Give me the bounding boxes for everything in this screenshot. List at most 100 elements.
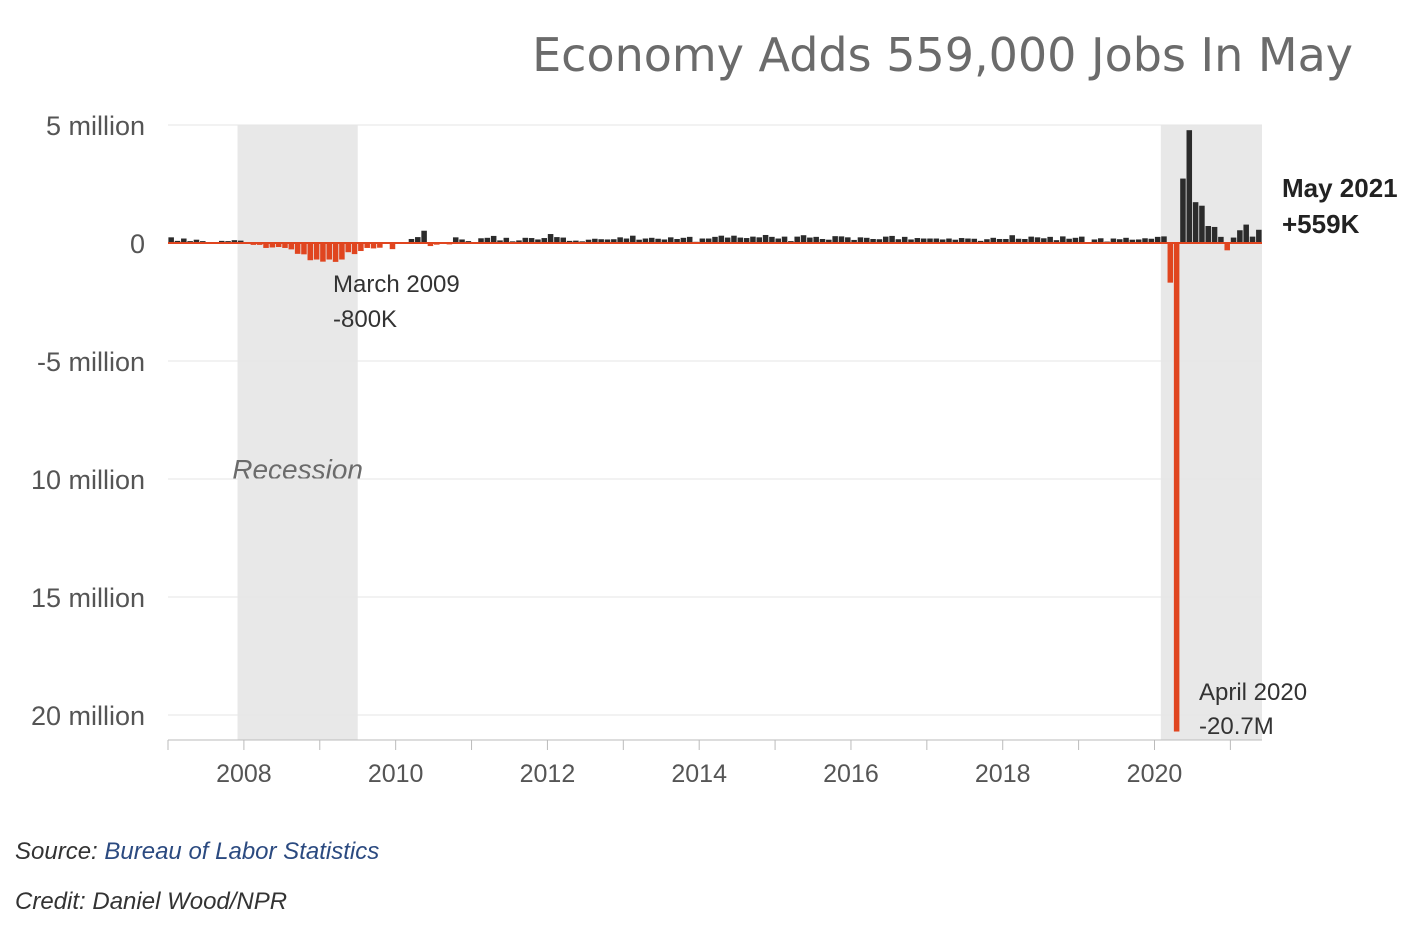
credit-line: Credit: Daniel Wood/NPR	[15, 888, 288, 915]
bar	[339, 243, 345, 260]
bar	[237, 240, 244, 243]
bar	[1224, 243, 1230, 251]
bar	[649, 237, 655, 243]
bar	[181, 238, 187, 243]
bar	[882, 236, 889, 243]
bar	[807, 237, 813, 243]
x-tick-label: 2020	[1127, 760, 1183, 788]
bar	[1161, 236, 1167, 243]
bar	[908, 239, 914, 243]
bar	[1110, 238, 1117, 243]
bar	[832, 236, 838, 243]
bar	[427, 243, 434, 247]
bar	[1230, 237, 1237, 243]
annotation-label: -800K	[333, 306, 397, 333]
bar	[535, 239, 541, 243]
bar	[743, 238, 750, 243]
x-tick-label: 2008	[216, 760, 272, 788]
bar	[1237, 230, 1243, 243]
source-link[interactable]: Bureau of Labor Statistics	[104, 838, 380, 865]
bar	[218, 240, 225, 243]
bar	[370, 243, 377, 249]
bar	[965, 238, 971, 243]
bar	[478, 238, 484, 243]
bar	[655, 238, 661, 243]
bar	[1041, 238, 1047, 243]
bar	[301, 243, 307, 255]
bar	[1047, 236, 1053, 243]
y-tick-label: 5 million	[46, 111, 145, 141]
bar	[737, 237, 744, 243]
bar	[307, 243, 314, 261]
y-tick-label: 0	[130, 229, 145, 259]
bar	[522, 237, 529, 243]
bar	[667, 237, 674, 243]
bar	[1135, 239, 1142, 243]
bar	[1205, 226, 1212, 243]
bar	[617, 237, 623, 243]
bar	[1116, 239, 1123, 243]
bar	[345, 243, 351, 253]
y-tick-label: 10 million	[31, 465, 145, 495]
bar	[1167, 243, 1174, 283]
bar	[168, 237, 174, 243]
bar	[977, 240, 984, 243]
y-tick-label: 20 million	[31, 701, 145, 731]
bar	[364, 243, 370, 248]
annotation-label: March 2009	[333, 271, 460, 298]
bar	[870, 238, 876, 243]
bar	[263, 243, 269, 248]
bar	[332, 243, 339, 262]
bar	[857, 237, 864, 243]
bar	[358, 243, 364, 252]
bar	[421, 230, 427, 243]
bar	[990, 237, 997, 243]
bar	[724, 237, 731, 243]
annotations: March 2009 -800K April 2020 -20.7M May 2021 +…	[333, 173, 1398, 740]
bar	[490, 235, 497, 243]
bar	[1028, 236, 1034, 243]
bar	[1186, 130, 1193, 243]
bar	[889, 235, 895, 243]
bar	[630, 235, 636, 243]
bar	[775, 238, 781, 243]
bar	[604, 239, 611, 243]
bar	[389, 243, 396, 250]
bar	[680, 237, 687, 243]
bar	[452, 237, 459, 243]
bar	[294, 243, 301, 254]
bar	[1199, 205, 1205, 243]
bars	[168, 130, 1262, 732]
recession-band	[237, 125, 358, 740]
bar	[901, 236, 908, 243]
annotation-label: -20.7M	[1199, 713, 1274, 740]
bar	[1072, 237, 1079, 243]
bar	[611, 239, 617, 243]
bar	[705, 238, 712, 243]
x-tick-label: 2018	[975, 760, 1031, 788]
source-line: Source: Bureau of Labor Statistics	[15, 838, 379, 866]
bar	[415, 237, 421, 243]
x-axis	[168, 242, 1262, 741]
bar	[845, 237, 851, 243]
bar	[1218, 236, 1224, 243]
bar	[516, 240, 522, 243]
bar	[313, 243, 320, 260]
bar	[497, 240, 503, 243]
x-tick-label: 2014	[671, 760, 727, 788]
bar	[958, 238, 965, 243]
bar	[573, 240, 579, 243]
bar	[288, 243, 295, 250]
bar	[794, 236, 800, 243]
bar	[756, 237, 763, 243]
bar	[1123, 237, 1129, 243]
bar	[592, 238, 598, 243]
x-tick-label: 2016	[823, 760, 879, 788]
bar	[952, 239, 959, 243]
bar	[895, 239, 902, 243]
chart-title: Economy Adds 559,000 Jobs In May	[532, 28, 1353, 82]
bar	[699, 238, 706, 243]
bar	[712, 236, 718, 243]
bar	[674, 238, 680, 243]
